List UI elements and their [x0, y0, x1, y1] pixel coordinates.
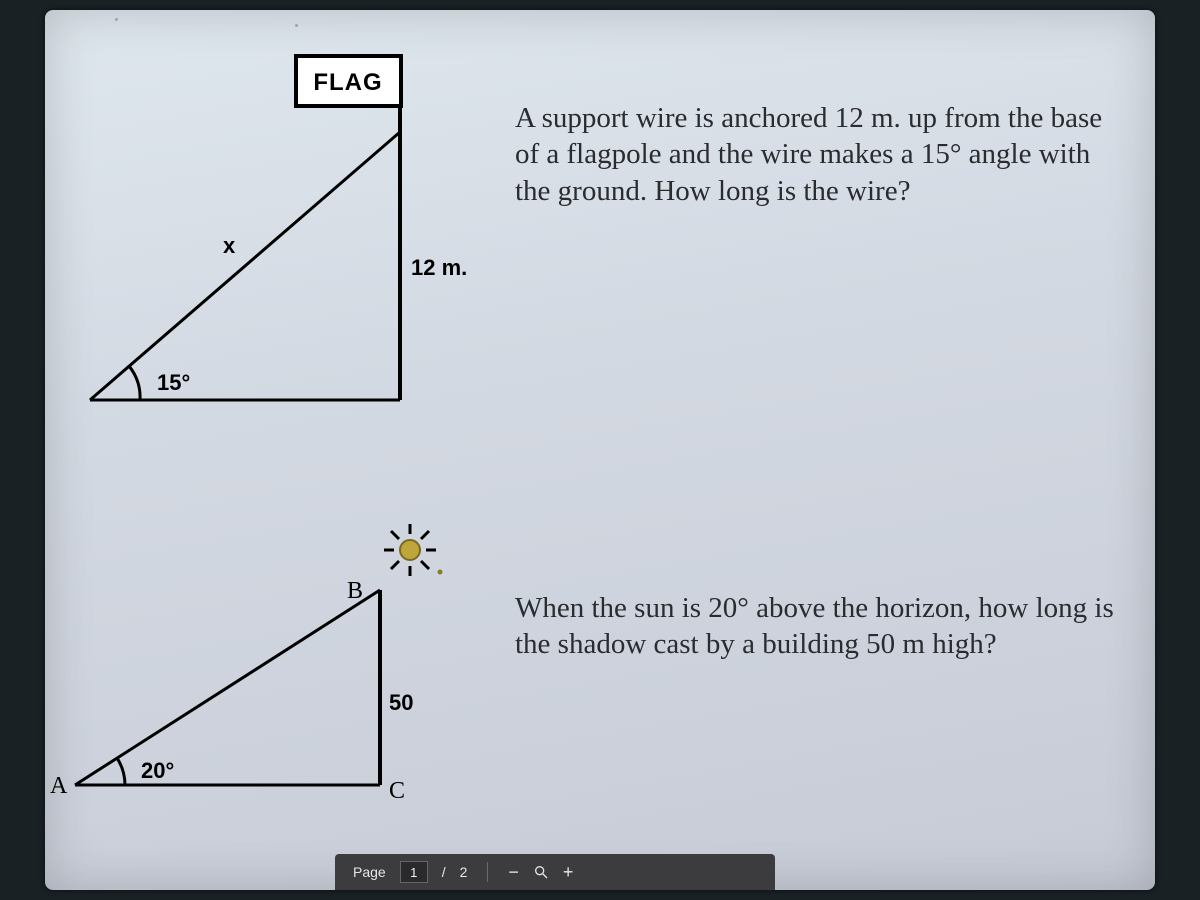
sun-icon	[384, 524, 443, 576]
viewer-toolbar: Page / 2 − +	[335, 854, 775, 890]
angle-label-15: 15°	[157, 370, 190, 395]
angle-label-20: 20°	[141, 758, 174, 783]
hypotenuse-label-x: x	[223, 233, 236, 258]
dust-speck	[295, 24, 298, 27]
zoom-in-button[interactable]: +	[563, 863, 574, 881]
shadow-triangle-svg: A B C 50 20°	[45, 520, 475, 820]
zoom-out-button[interactable]: −	[508, 863, 519, 881]
problem-2-prompt: When the sun is 20° above the horizon, h…	[515, 590, 1115, 663]
vertical-label-50: 50	[389, 690, 413, 715]
page-label: Page	[353, 864, 386, 880]
zoom-reset-button[interactable]	[533, 864, 549, 880]
problem-2-diagram: A B C 50 20°	[45, 520, 475, 820]
problem-1-prompt: A support wire is anchored 12 m. up from…	[515, 100, 1115, 209]
problem-1-diagram: FLAG 15° x 12 m.	[45, 40, 475, 440]
wire-line	[90, 132, 400, 400]
screen-frame: FLAG 15° x 12 m. A support wire is ancho	[0, 0, 1200, 900]
page-number-input[interactable]	[400, 861, 428, 883]
dust-speck	[115, 18, 118, 21]
magnifier-icon	[533, 864, 549, 880]
vertex-b-label: B	[347, 578, 363, 604]
problem-1-text: A support wire is anchored 12 m. up from…	[475, 40, 1155, 209]
toolbar-separator	[487, 862, 488, 882]
sun-ray-line	[75, 590, 380, 785]
vertex-c-label: C	[389, 778, 405, 804]
problem-1: FLAG 15° x 12 m. A support wire is ancho	[45, 40, 1155, 440]
problem-2-text: When the sun is 20° above the horizon, h…	[475, 520, 1155, 663]
vertical-label-12m: 12 m.	[411, 255, 467, 280]
flag-label: FLAG	[313, 69, 382, 96]
page-total: 2	[460, 864, 468, 880]
problem-2: A B C 50 20° When the sun is 20° above t…	[45, 520, 1155, 820]
angle-arc-20	[117, 758, 125, 785]
angle-arc-15	[129, 366, 140, 400]
flagpole-triangle-svg: FLAG 15° x 12 m.	[45, 40, 475, 440]
document-panel: FLAG 15° x 12 m. A support wire is ancho	[45, 10, 1155, 890]
vertex-a-label: A	[50, 773, 68, 799]
page-separator: /	[442, 864, 446, 880]
